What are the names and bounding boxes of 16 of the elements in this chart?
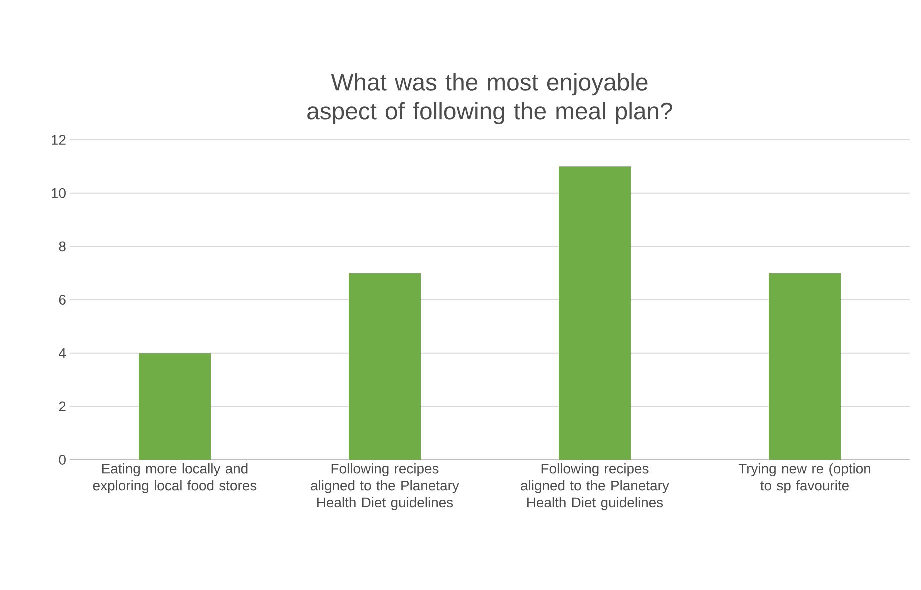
- bar: [559, 166, 632, 460]
- y-tick-label: 6: [59, 295, 66, 305]
- y-tick-label: 10: [52, 188, 66, 198]
- x-tick-label: Following recipes aligned to the Planetary Health Diet guidelines: [521, 464, 670, 510]
- x-tick-label: Trying new re (option to sp favourite: [738, 464, 870, 494]
- bar: [139, 353, 211, 460]
- bar: [769, 273, 842, 460]
- x-tick-label: Following recipes aligned to the Planetary Health Diet guidelines: [311, 464, 460, 510]
- bar: [349, 273, 422, 460]
- y-tick-label: 2: [59, 402, 66, 412]
- y-tick-label: 0: [59, 455, 66, 465]
- chart-title: What was the most enjoyable aspect of following the meal plan?: [308, 73, 672, 125]
- y-tick-label: 12: [52, 135, 66, 145]
- x-tick-label: Eating more locally and exploring local food stores: [93, 464, 257, 494]
- y-tick-label: 8: [59, 242, 66, 252]
- y-tick-label: 4: [59, 348, 66, 358]
